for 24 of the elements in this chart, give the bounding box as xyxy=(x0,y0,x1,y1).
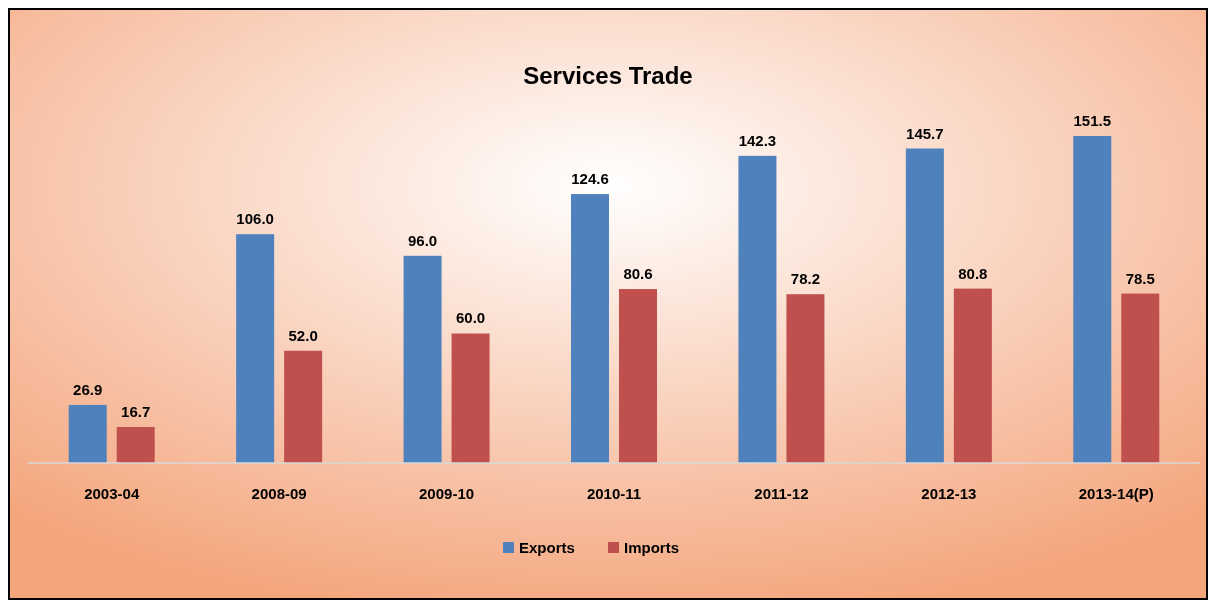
chart-title: Services Trade xyxy=(523,62,693,89)
data-label: 16.7 xyxy=(121,402,151,420)
x-tick-label: 2013-14(P) xyxy=(1078,485,1154,502)
data-label: 124.6 xyxy=(571,170,609,188)
data-label: 80.8 xyxy=(958,264,988,282)
x-tick-label: 2009-10 xyxy=(419,485,475,502)
data-label: 60.0 xyxy=(455,309,486,327)
data-label: 145.7 xyxy=(906,124,944,142)
data-label: 78.2 xyxy=(790,270,821,288)
x-tick-label: 2010-11 xyxy=(586,485,642,502)
x-tick-label: 2012-13 xyxy=(921,485,977,502)
data-label: 106.0 xyxy=(236,210,274,228)
data-label: 96.0 xyxy=(407,231,438,249)
data-label: 26.9 xyxy=(73,380,103,398)
legend-label: Imports xyxy=(624,539,680,556)
data-label: 78.5 xyxy=(1125,269,1155,287)
x-tick-label: 2011-12 xyxy=(754,485,809,502)
x-tick-label: 2008-09 xyxy=(251,485,307,502)
data-label: 151.5 xyxy=(1073,112,1112,129)
data-label: 52.0 xyxy=(288,326,318,344)
x-tick-label: 2003-04 xyxy=(84,485,140,502)
data-label: 142.3 xyxy=(738,131,777,149)
legend-label: Exports xyxy=(519,539,575,556)
data-label: 80.6 xyxy=(623,265,653,283)
